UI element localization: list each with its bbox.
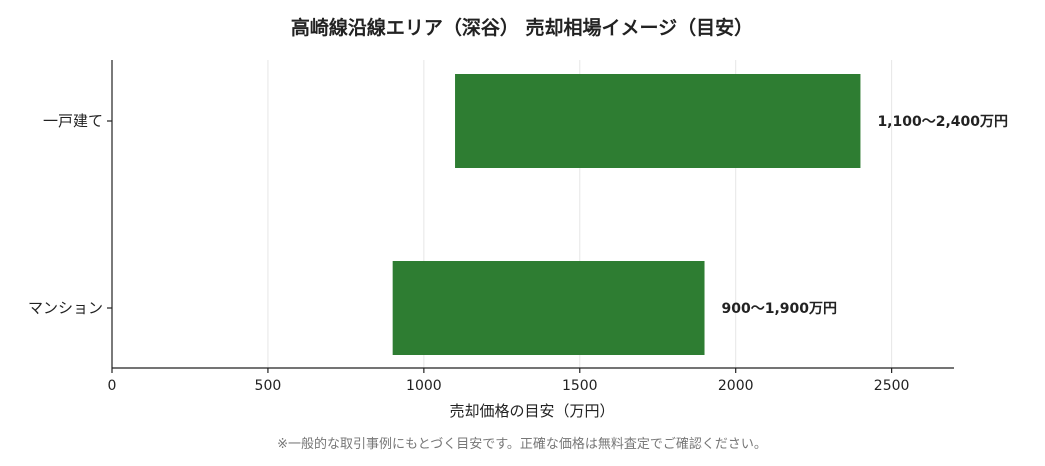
data-label: 900〜1,900万円: [722, 301, 838, 317]
bars: [392, 74, 861, 355]
x-tick-label: 500: [255, 378, 282, 394]
footnote: ※一般的な取引事例にもとづく目安です。正確な価格は無料査定でご確認ください。: [277, 436, 767, 452]
x-tick-label: 2500: [874, 378, 910, 394]
data-labels: 1,100〜2,400万円 900〜1,900万円: [722, 114, 1009, 317]
chart-title: 高崎線沿線エリア（深谷） 売却相場イメージ（目安）: [291, 16, 753, 39]
range-bar: [392, 261, 705, 355]
x-tick-label: 2000: [718, 378, 754, 394]
x-axis-label: 売却価格の目安（万円）: [449, 402, 614, 420]
x-tick-label: 1000: [406, 378, 442, 394]
axes: [111, 60, 954, 369]
data-label: 1,100〜2,400万円: [877, 114, 1008, 130]
category-label: 一戸建て: [43, 112, 103, 130]
category-label: マンション: [28, 299, 103, 317]
x-ticks: 0 500 1000 1500 2000 2500: [108, 368, 910, 394]
x-tick-label: 1500: [562, 378, 598, 394]
range-bar: [455, 74, 861, 168]
x-tick-label: 0: [108, 378, 117, 394]
